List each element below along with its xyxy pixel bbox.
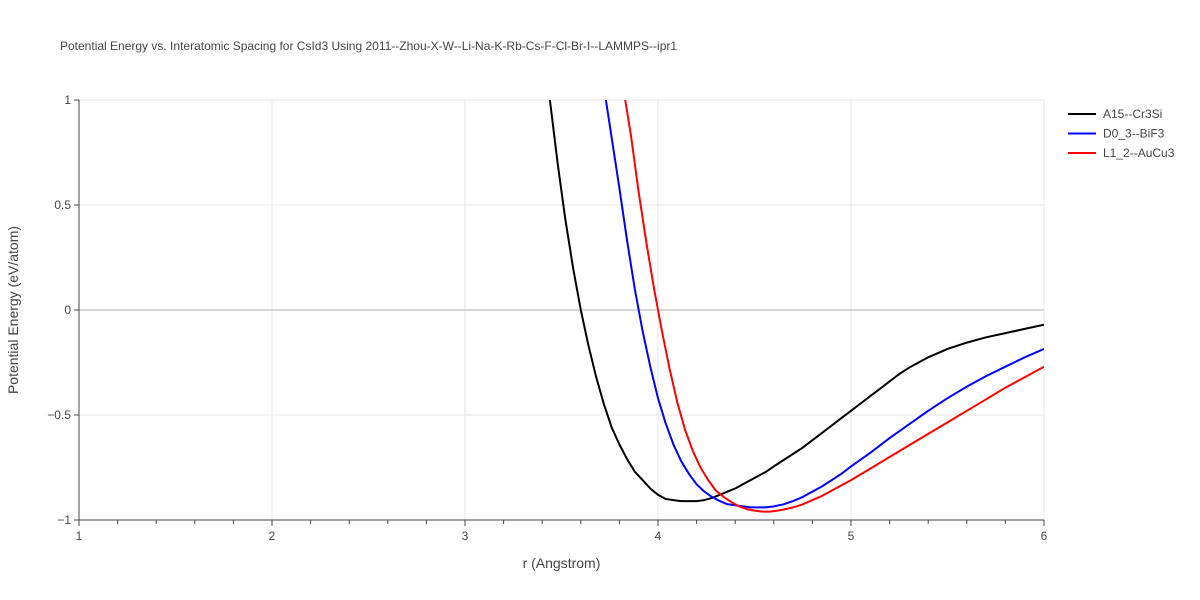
y-tick-label: 0.5 xyxy=(54,198,71,212)
legend-item[interactable]: A15--Cr3Si xyxy=(1068,107,1162,121)
y-ticks: −1 −0.5 0 0.5 1 xyxy=(47,93,71,527)
series-line-2 xyxy=(624,99,1044,513)
legend-item[interactable]: L1_2--AuCu3 xyxy=(1068,146,1175,160)
x-ticks: 1 2 3 4 5 6 xyxy=(76,529,1048,543)
y-tick-label: 0 xyxy=(64,303,71,317)
series-group xyxy=(548,99,1044,513)
legend-label: A15--Cr3Si xyxy=(1103,107,1162,121)
x-tick-label: 3 xyxy=(462,529,469,543)
legend[interactable]: A15--Cr3Si D0_3--BiF3 L1_2--AuCu3 xyxy=(1068,107,1175,160)
legend-item[interactable]: D0_3--BiF3 xyxy=(1068,127,1165,141)
x-tick-label: 4 xyxy=(655,529,662,543)
axes xyxy=(74,99,1045,526)
x-tick-label: 2 xyxy=(269,529,276,543)
y-tick-label: −1 xyxy=(57,513,71,527)
x-tick-label: 5 xyxy=(848,529,855,543)
y-tick-label: 1 xyxy=(64,93,71,107)
series-line-0 xyxy=(548,99,1044,503)
grid xyxy=(79,99,1045,520)
legend-label: L1_2--AuCu3 xyxy=(1103,146,1175,160)
x-tick-label: 6 xyxy=(1041,529,1048,543)
chart-title: Potential Energy vs. Interatomic Spacing… xyxy=(60,39,677,53)
y-axis-label: Potential Energy (eV/atom) xyxy=(5,226,21,394)
x-axis-label: r (Angstrom) xyxy=(523,555,601,571)
x-tick-label: 1 xyxy=(76,529,83,543)
y-tick-label: −0.5 xyxy=(47,408,71,422)
legend-label: D0_3--BiF3 xyxy=(1103,127,1165,141)
series-line-1 xyxy=(604,99,1044,509)
